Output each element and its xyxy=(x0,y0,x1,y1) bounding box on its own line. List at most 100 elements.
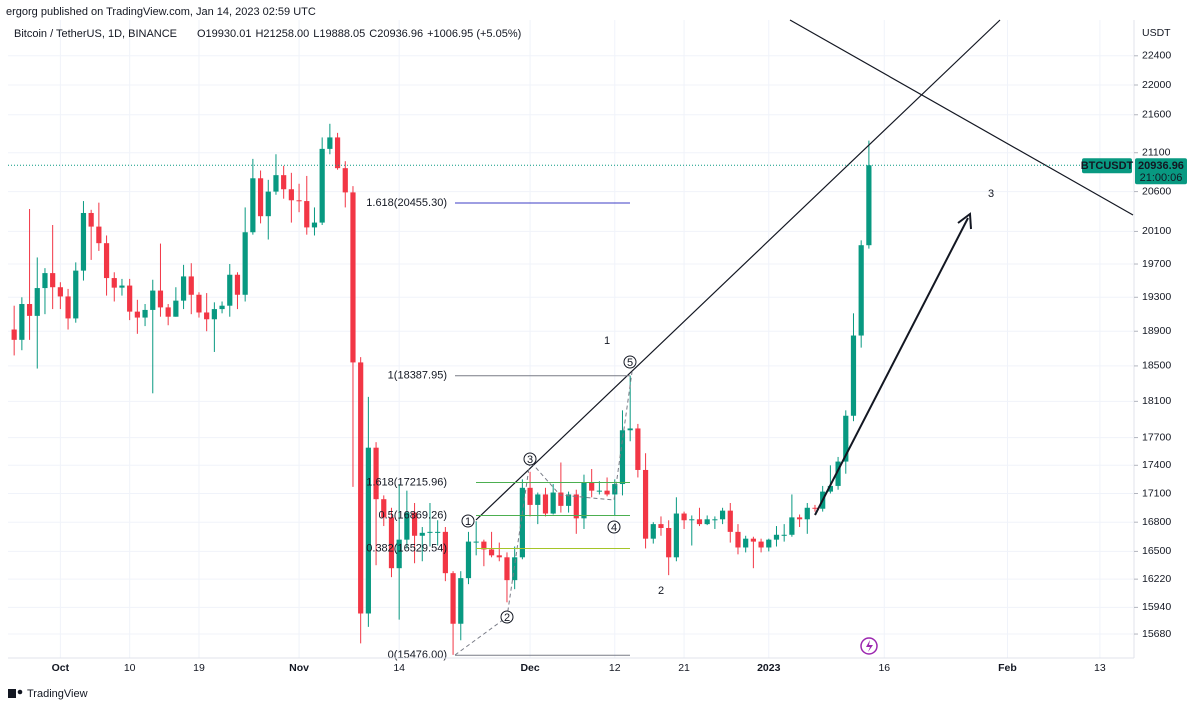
candle-body xyxy=(781,534,787,536)
wave-circle xyxy=(523,452,537,466)
x-tick-label: 14 xyxy=(393,662,405,674)
arrow xyxy=(814,217,969,516)
candle-body xyxy=(696,519,703,525)
ohlc-value: O19930.01 xyxy=(197,28,251,40)
candle-body xyxy=(404,512,410,540)
candle-body xyxy=(257,178,264,217)
y-tick-label: 17400 xyxy=(1142,459,1171,471)
arrow-head xyxy=(957,212,972,230)
candle-body xyxy=(134,311,140,318)
ohlc-value: +1006.95 (+5.05%) xyxy=(427,28,521,40)
candle-body xyxy=(473,541,479,543)
candle-body xyxy=(481,541,487,550)
ohlc-value: L19888.05 xyxy=(313,28,365,40)
x-tick-label: Oct xyxy=(52,662,70,674)
candle-body xyxy=(527,487,533,505)
candle-body xyxy=(727,510,733,532)
symbol: Bitcoin / TetherUS, 1D, BINANCE xyxy=(14,28,177,40)
candle-body xyxy=(411,512,418,536)
candle-body xyxy=(50,273,56,288)
trend-line xyxy=(789,19,1134,216)
candle-body xyxy=(550,492,556,514)
candle-body xyxy=(635,428,641,470)
candle-body xyxy=(658,524,664,528)
candle-body xyxy=(26,304,33,316)
symbol-box xyxy=(1082,158,1132,174)
candle-body xyxy=(342,168,348,193)
candle-body xyxy=(358,362,364,614)
candle-body xyxy=(242,232,248,295)
candle-body xyxy=(350,192,356,363)
y-tick-label: 22000 xyxy=(1142,79,1171,91)
candle-body xyxy=(211,309,217,320)
wave-circle-label: 2 xyxy=(504,612,510,624)
candle-body xyxy=(673,513,679,558)
y-tick-label: 16220 xyxy=(1142,573,1171,585)
y-tick-label: 15940 xyxy=(1142,601,1171,613)
wave-circle-label: 1 xyxy=(465,516,471,528)
wave-circle-label: 4 xyxy=(611,522,617,534)
candle-body xyxy=(596,490,602,492)
candle-body xyxy=(758,541,764,548)
candle-body xyxy=(504,557,510,581)
candle-body xyxy=(450,573,456,624)
candle-body xyxy=(103,243,110,279)
candle-body xyxy=(827,485,833,492)
y-tick-label: 15680 xyxy=(1142,628,1171,640)
candle-body xyxy=(735,531,741,548)
y-tick-label: 18500 xyxy=(1142,360,1171,372)
candle-body xyxy=(604,490,610,495)
candle-body xyxy=(704,519,710,525)
logo-mark xyxy=(8,689,16,698)
publisher: ergorg published on TradingView.com, Jan… xyxy=(6,6,316,18)
y-tick-label: 17100 xyxy=(1142,487,1171,499)
candle-body xyxy=(589,482,595,491)
candle-body xyxy=(766,539,772,548)
candle-body xyxy=(812,507,818,509)
y-tick-label: 19700 xyxy=(1142,258,1171,270)
candle-body xyxy=(288,189,294,201)
x-tick-label: 12 xyxy=(609,662,621,674)
candle-body xyxy=(227,274,233,306)
x-tick-label: 19 xyxy=(193,662,205,674)
overlay: Bitcoin / TetherUS, 1D, BINANCE O19930.0… xyxy=(14,28,521,40)
fib-label: 1(18387.95) xyxy=(388,370,447,382)
fib-label: 0.382(16529.54) xyxy=(366,542,447,554)
drawings: 1.618(20455.30) 1(18387.95) 1.618(17215.96… xyxy=(8,19,1134,661)
y-tick-label: 18900 xyxy=(1142,325,1171,337)
candle-body xyxy=(773,534,780,540)
candle-body xyxy=(57,287,63,297)
x-tick-label: 21 xyxy=(678,662,690,674)
footer: TradingView xyxy=(8,688,88,700)
candle-body xyxy=(789,517,795,535)
candle-body xyxy=(565,494,572,506)
candle-body xyxy=(304,201,310,228)
y-tick-label: 21100 xyxy=(1142,147,1171,159)
candle-body xyxy=(681,513,687,521)
x-tick-label: Feb xyxy=(998,662,1017,674)
candle-body xyxy=(381,499,387,518)
candle-body xyxy=(835,461,841,486)
candle-body xyxy=(866,165,872,246)
fib-label: 0(15476.00) xyxy=(388,649,447,661)
candle-body xyxy=(11,329,17,340)
candle-body xyxy=(496,555,502,558)
candle-body xyxy=(111,278,117,288)
ohlc-value: H21258.00 xyxy=(255,28,309,40)
candle-body xyxy=(173,300,179,317)
wave-circle-label: 5 xyxy=(627,357,633,369)
candle-body xyxy=(743,538,749,548)
candle-body xyxy=(750,538,756,542)
fib-label: 0.5(16869.26) xyxy=(379,509,448,521)
candle-body xyxy=(558,492,564,506)
candle-body xyxy=(96,226,102,244)
candle-body xyxy=(581,482,587,519)
y-tick-label: 16500 xyxy=(1142,545,1171,557)
x-tick-label: 10 xyxy=(124,662,136,674)
candle-body xyxy=(34,288,40,316)
candle-body xyxy=(188,276,194,295)
candle-body xyxy=(488,549,495,556)
candle-body xyxy=(642,469,649,539)
